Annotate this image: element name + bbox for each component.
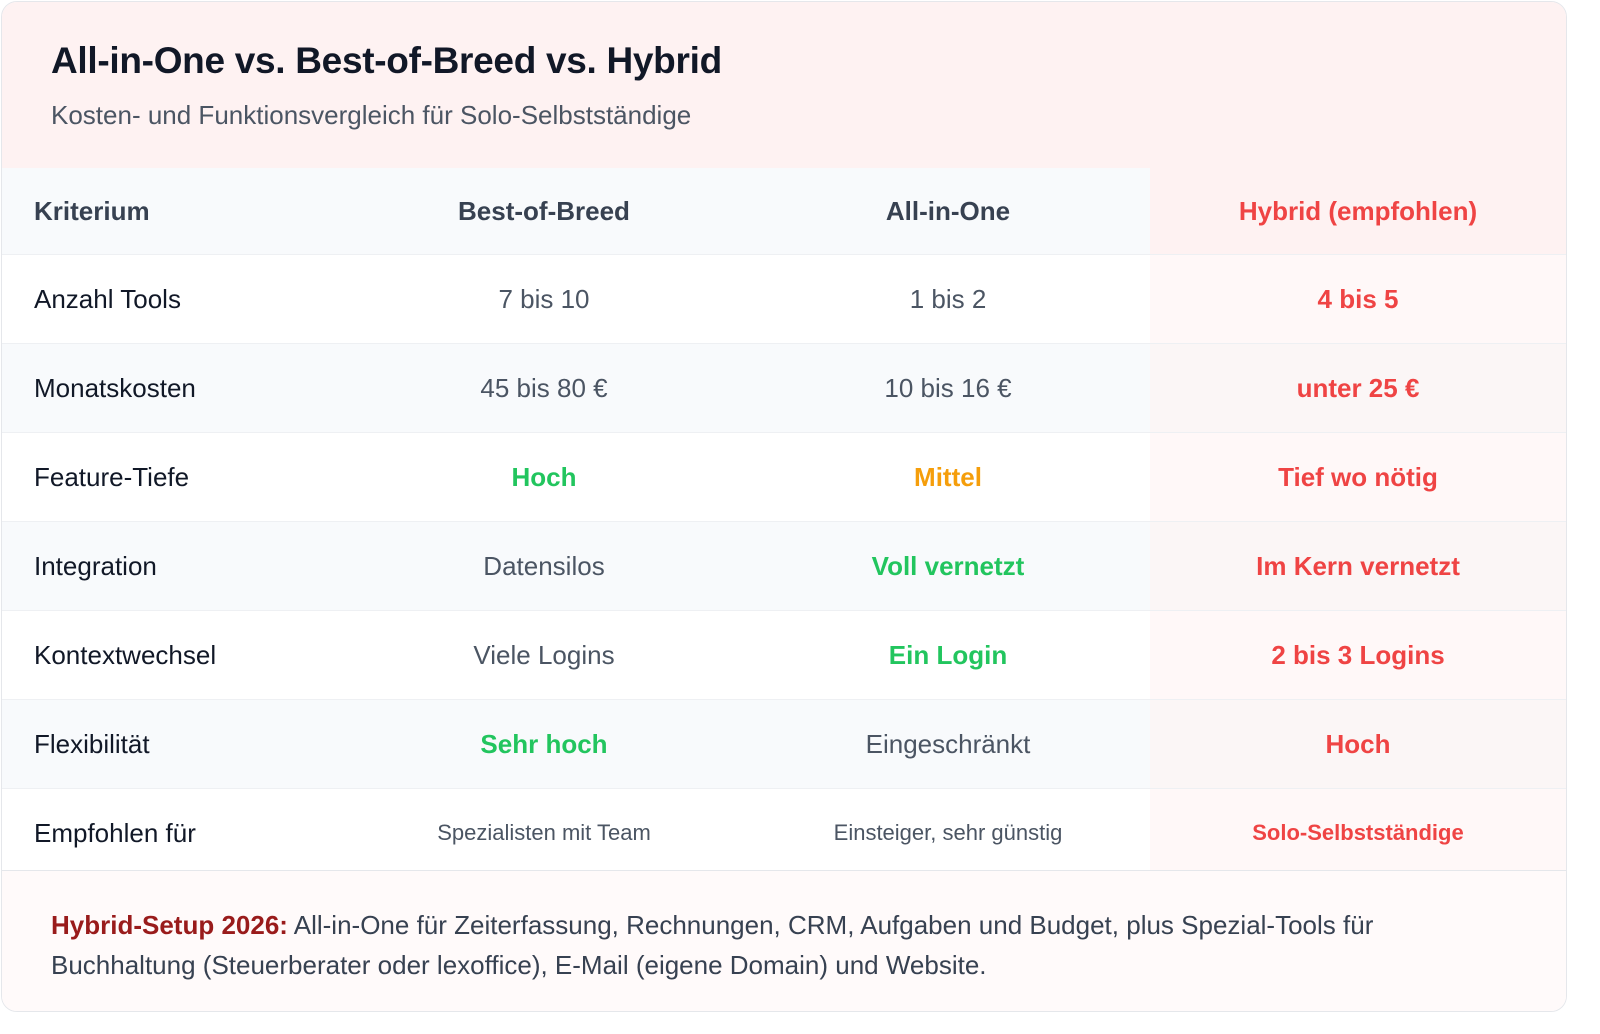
cell-best-of-breed: Sehr hoch	[342, 699, 746, 789]
column-header-hybrid: Hybrid (empfohlen)	[1150, 168, 1566, 255]
table-row: Monatskosten 45 bis 80 € 10 bis 16 € unt…	[2, 343, 1566, 433]
row-label: Empfohlen für	[2, 788, 342, 877]
row-label: Integration	[2, 521, 342, 611]
cell-all-in-one: Eingeschränkt	[746, 699, 1150, 789]
cell-hybrid: unter 25 €	[1150, 343, 1566, 433]
cell-hybrid: Solo-Selbstständige	[1150, 788, 1566, 877]
row-label: Feature-Tiefe	[2, 432, 342, 522]
comparison-table: Kriterium Best-of-Breed All-in-One Hybri…	[2, 168, 1566, 877]
cell-hybrid: 4 bis 5	[1150, 254, 1566, 344]
cell-all-in-one: 10 bis 16 €	[746, 343, 1150, 433]
cell-all-in-one: Mittel	[746, 432, 1150, 522]
footer-text: All-in-One für Zeiterfassung, Rechnungen…	[51, 910, 1374, 980]
column-header-kriterium: Kriterium	[2, 168, 342, 255]
cell-hybrid: Hoch	[1150, 699, 1566, 789]
table-header-row: Kriterium Best-of-Breed All-in-One Hybri…	[2, 168, 1566, 255]
cell-best-of-breed: Hoch	[342, 432, 746, 522]
row-label: Anzahl Tools	[2, 254, 342, 344]
cell-hybrid: 2 bis 3 Logins	[1150, 610, 1566, 700]
cell-all-in-one: Voll vernetzt	[746, 521, 1150, 611]
table-row: Flexibilität Sehr hoch Eingeschränkt Hoc…	[2, 699, 1566, 789]
cell-best-of-breed: Viele Logins	[342, 610, 746, 700]
header: All-in-One vs. Best-of-Breed vs. Hybrid …	[2, 2, 1566, 168]
column-header-best-of-breed: Best-of-Breed	[342, 168, 746, 255]
cell-best-of-breed: Datensilos	[342, 521, 746, 611]
footer-lead: Hybrid-Setup 2026:	[51, 910, 288, 940]
table-row: Integration Datensilos Voll vernetzt Im …	[2, 521, 1566, 611]
cell-best-of-breed: 45 bis 80 €	[342, 343, 746, 433]
cell-best-of-breed: 7 bis 10	[342, 254, 746, 344]
cell-all-in-one: Einsteiger, sehr günstig	[746, 788, 1150, 877]
row-label: Kontextwechsel	[2, 610, 342, 700]
cell-hybrid: Im Kern vernetzt	[1150, 521, 1566, 611]
table-row: Kontextwechsel Viele Logins Ein Login 2 …	[2, 610, 1566, 700]
footer-note: Hybrid-Setup 2026: All-in-One für Zeiter…	[2, 870, 1566, 1011]
cell-hybrid: Tief wo nötig	[1150, 432, 1566, 522]
cell-all-in-one: Ein Login	[746, 610, 1150, 700]
table-row: Empfohlen für Spezialisten mit Team Eins…	[2, 788, 1566, 877]
row-label: Monatskosten	[2, 343, 342, 433]
cell-best-of-breed: Spezialisten mit Team	[342, 788, 746, 877]
page-subtitle: Kosten- und Funktionsvergleich für Solo-…	[51, 100, 692, 130]
comparison-card: All-in-One vs. Best-of-Breed vs. Hybrid …	[1, 1, 1567, 1012]
table-row: Feature-Tiefe Hoch Mittel Tief wo nötig	[2, 432, 1566, 522]
cell-all-in-one: 1 bis 2	[746, 254, 1150, 344]
page-title: All-in-One vs. Best-of-Breed vs. Hybrid	[51, 40, 722, 81]
column-header-all-in-one: All-in-One	[746, 168, 1150, 255]
table-row: Anzahl Tools 7 bis 10 1 bis 2 4 bis 5	[2, 254, 1566, 344]
row-label: Flexibilität	[2, 699, 342, 789]
